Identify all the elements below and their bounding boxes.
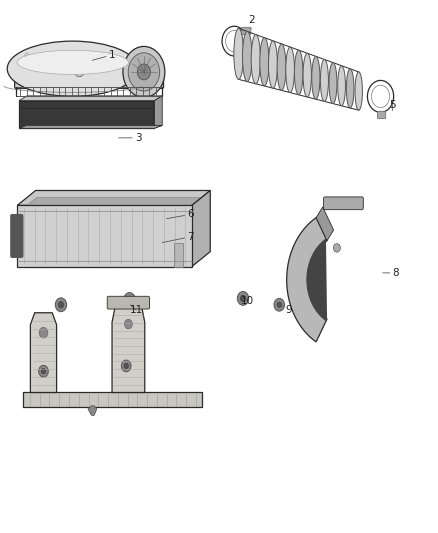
Ellipse shape [286,47,294,93]
Circle shape [127,296,132,303]
Polygon shape [30,313,57,392]
Polygon shape [19,101,154,128]
Circle shape [274,298,285,311]
Ellipse shape [243,31,252,82]
Circle shape [128,53,159,91]
Polygon shape [154,96,162,128]
Polygon shape [24,198,201,208]
Circle shape [77,68,81,73]
Polygon shape [287,217,327,342]
Text: 7: 7 [162,232,194,243]
Circle shape [240,295,246,302]
Polygon shape [88,406,97,415]
Text: 9: 9 [283,305,292,315]
Text: 5: 5 [389,100,396,111]
Circle shape [55,298,67,312]
Ellipse shape [303,53,311,97]
Circle shape [41,368,46,374]
Ellipse shape [234,28,244,79]
Ellipse shape [251,35,261,84]
FancyBboxPatch shape [14,76,163,88]
Text: 11: 11 [129,305,143,315]
Text: 4: 4 [304,73,318,83]
Polygon shape [306,238,327,321]
Text: 10: 10 [241,296,254,306]
Polygon shape [112,305,145,392]
Ellipse shape [277,44,286,91]
Polygon shape [174,243,183,266]
Ellipse shape [7,41,138,96]
Ellipse shape [312,56,320,99]
Polygon shape [23,392,202,407]
Ellipse shape [268,41,277,88]
Circle shape [74,64,85,77]
FancyBboxPatch shape [378,111,386,119]
Ellipse shape [260,38,269,86]
Polygon shape [19,125,162,128]
Ellipse shape [338,66,346,106]
Ellipse shape [294,50,303,95]
Circle shape [333,244,340,252]
Circle shape [124,364,128,368]
FancyBboxPatch shape [107,296,150,309]
Circle shape [124,293,135,306]
Polygon shape [316,207,334,241]
Ellipse shape [320,60,328,101]
Circle shape [124,319,132,329]
Circle shape [39,366,48,377]
FancyBboxPatch shape [241,27,251,35]
Ellipse shape [329,62,337,103]
FancyBboxPatch shape [11,214,23,257]
Polygon shape [19,96,162,101]
Circle shape [58,302,64,308]
Text: 3: 3 [119,133,141,143]
Circle shape [39,327,48,338]
Circle shape [277,302,282,308]
FancyBboxPatch shape [324,197,363,209]
Polygon shape [192,190,210,266]
Circle shape [123,46,165,98]
Circle shape [237,292,249,305]
Text: 1: 1 [92,50,115,60]
Circle shape [121,360,131,372]
Text: 8: 8 [383,268,399,278]
Ellipse shape [17,50,128,75]
Ellipse shape [346,69,354,108]
Text: 2: 2 [248,15,255,28]
Ellipse shape [355,72,362,110]
Circle shape [138,64,150,80]
Text: 6: 6 [166,209,194,220]
Polygon shape [17,190,210,205]
Polygon shape [17,205,192,266]
